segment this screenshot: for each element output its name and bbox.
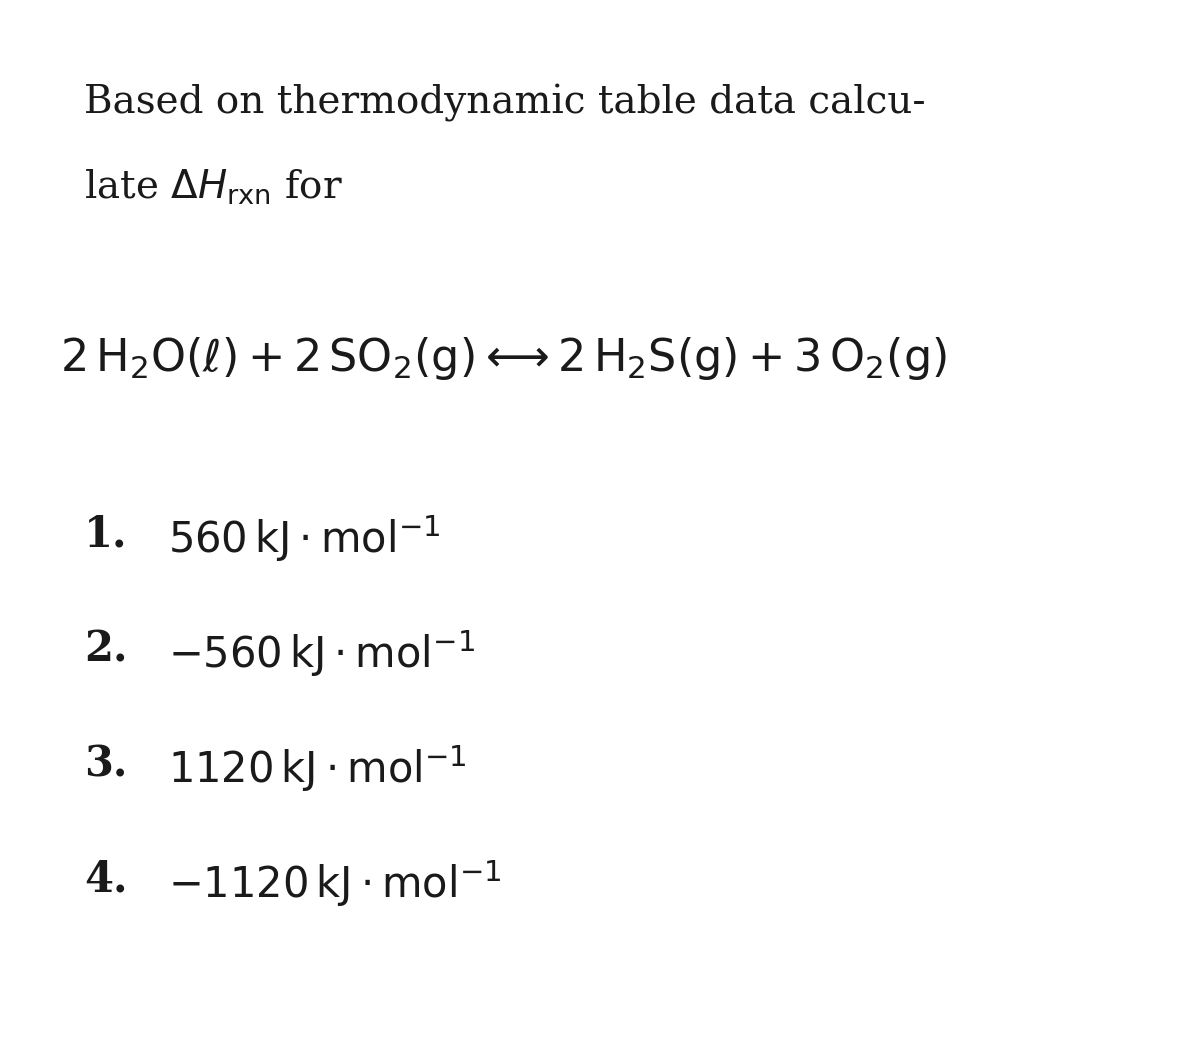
Text: $2\,\mathrm{H_2O}(\ell) + 2\,\mathrm{SO_2}(\mathrm{g}) \longleftrightarrow 2\,\m: $2\,\mathrm{H_2O}(\ell) + 2\,\mathrm{SO_… bbox=[60, 335, 947, 382]
Text: 4.: 4. bbox=[84, 859, 127, 900]
Text: 3.: 3. bbox=[84, 743, 127, 785]
Text: $560\,\mathrm{kJ} \cdot \mathrm{mol}^{-1}$: $560\,\mathrm{kJ} \cdot \mathrm{mol}^{-1… bbox=[168, 513, 440, 564]
Text: $1120\,\mathrm{kJ} \cdot \mathrm{mol}^{-1}$: $1120\,\mathrm{kJ} \cdot \mathrm{mol}^{-… bbox=[168, 743, 467, 795]
Text: Based on thermodynamic table data calcu-: Based on thermodynamic table data calcu- bbox=[84, 84, 925, 121]
Text: late $\Delta H_{\mathrm{rxn}}$ for: late $\Delta H_{\mathrm{rxn}}$ for bbox=[84, 168, 342, 207]
Text: $-1120\,\mathrm{kJ} \cdot \mathrm{mol}^{-1}$: $-1120\,\mathrm{kJ} \cdot \mathrm{mol}^{… bbox=[168, 859, 502, 910]
Text: $-560\,\mathrm{kJ} \cdot \mathrm{mol}^{-1}$: $-560\,\mathrm{kJ} \cdot \mathrm{mol}^{-… bbox=[168, 628, 475, 680]
Text: 1.: 1. bbox=[84, 513, 127, 555]
Text: 2.: 2. bbox=[84, 628, 127, 670]
